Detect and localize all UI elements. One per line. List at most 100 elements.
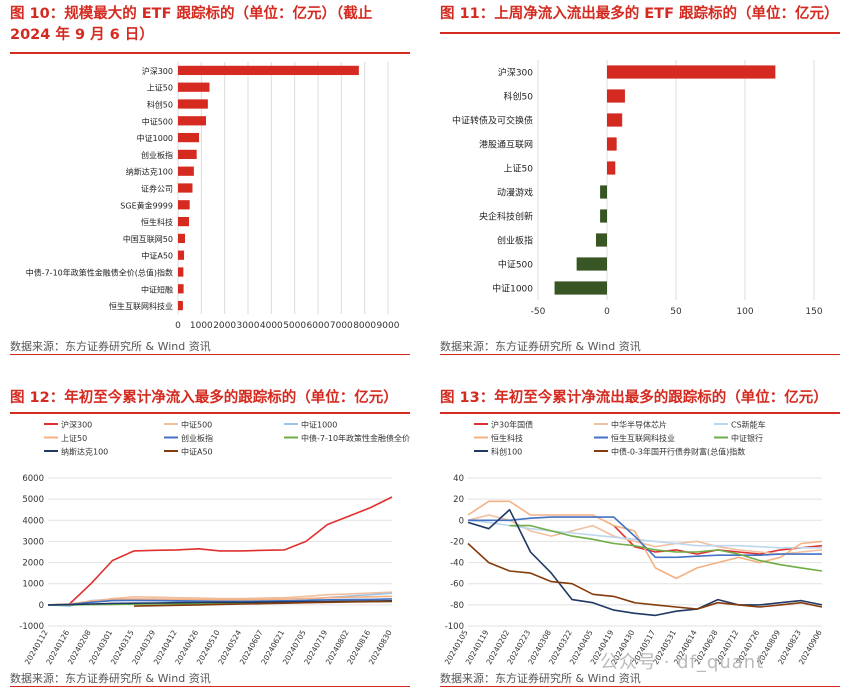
x-tick-label: 6000	[307, 321, 330, 331]
source-note-fig12: 数据来源：东方证券研究所 & Wind 资讯	[10, 672, 211, 685]
legend-label: 中债-7-10年政策性金融债全价(总值)指数	[301, 433, 410, 443]
category-label: 证券公司	[141, 184, 173, 194]
category-label: 中证1000	[137, 133, 173, 143]
legend-label: 中证1000	[301, 420, 337, 430]
bar	[607, 89, 625, 103]
x-tick-label: 3000	[237, 321, 260, 331]
bar	[178, 65, 359, 76]
y-tick-label: -60	[450, 580, 464, 590]
legend-label: 科创100	[491, 447, 522, 457]
series-line	[47, 598, 393, 606]
bottom-rule-fig12	[10, 686, 410, 687]
bar	[607, 113, 623, 127]
bar	[178, 166, 194, 176]
category-label: 中债-7-10年政策性金融债全价(总值)指数	[26, 268, 173, 278]
category-label: 科创50	[147, 100, 173, 110]
bottom-rule-fig11	[440, 354, 840, 355]
bar	[607, 161, 616, 175]
category-label: 港股通互联网	[479, 139, 533, 151]
x-tick-label: 50	[670, 307, 682, 317]
series-line	[467, 514, 823, 555]
bar	[600, 185, 607, 199]
legend-label: 沪30年国债	[491, 420, 533, 430]
panel-fig13: 图 13：年初至今累计净流出最多的跟踪标的（单位：亿元） 沪30年国债 中华半导体…	[440, 388, 840, 688]
bottom-rule-fig13	[440, 686, 840, 687]
bar	[178, 149, 197, 160]
bar	[178, 250, 185, 260]
category-label: 上证50	[504, 164, 534, 175]
category-label: 创业板指	[141, 150, 173, 160]
y-tick-label: -100	[445, 622, 464, 632]
category-label: 中证A50	[141, 251, 173, 261]
legend-label: 上证50	[61, 434, 87, 443]
legend-label: 中证A50	[181, 447, 213, 457]
category-label: 动漫游戏	[497, 187, 533, 199]
category-label: 恒生互联网科技业	[109, 301, 173, 311]
y-tick-label: 3000	[22, 537, 44, 547]
source-note-fig13: 数据来源：东方证券研究所 & Wind 资讯	[440, 672, 641, 685]
category-label: 中证500	[498, 259, 533, 271]
series-line	[133, 600, 393, 607]
x-tick-label: 4000	[260, 321, 283, 331]
bar	[607, 137, 617, 151]
bar	[178, 216, 189, 227]
bar	[178, 183, 193, 193]
x-tick-label: 1000	[190, 321, 213, 331]
category-label: SGE黄金9999	[120, 200, 173, 210]
x-tick-label: 8000	[353, 321, 376, 331]
y-tick-label: 2000	[22, 559, 44, 569]
category-label: 中国互联网50	[123, 234, 173, 244]
y-tick-label: -40	[450, 559, 464, 569]
y-tick-label: -1000	[19, 622, 44, 632]
category-label: 中证短融	[141, 284, 173, 294]
category-label: 中证1000	[492, 283, 533, 295]
series-line	[467, 519, 822, 549]
bar	[600, 209, 607, 223]
bar	[178, 233, 185, 244]
chart-title-fig10: 图 10：规模最大的 ETF 跟踪标的（单位：亿元）（截止 2024 年 9 月…	[10, 6, 373, 43]
bar	[178, 300, 183, 311]
bottom-rule-fig10	[10, 354, 410, 355]
legend-label: 中债-0-3年国开行债券财富(总值)指数	[611, 447, 745, 457]
bar-chart-fig11: -50 0 50 100 150 沪深300 科创50 中证转债及可交换债港股通互联网上证50…	[452, 60, 823, 317]
x-tick-label: 150	[805, 307, 822, 317]
series-line	[47, 496, 393, 606]
y-tick-label: -80	[450, 601, 464, 611]
y-tick-label: 6000	[22, 474, 44, 484]
chart-title-fig11: 图 11：上周净流入流出最多的 ETF 跟踪标的（单位：亿元）	[440, 6, 839, 22]
bar	[576, 257, 607, 271]
title-rule-fig13	[440, 412, 840, 414]
x-tick-label: 100	[736, 307, 753, 317]
source-note-fig10: 数据来源：东方证券研究所 & Wind 资讯	[10, 340, 211, 353]
category-label: 上证50	[147, 84, 173, 93]
source-note-fig11: 数据来源：东方证券研究所 & Wind 资讯	[440, 340, 641, 353]
legend-label: 中华半导体芯片	[611, 420, 667, 430]
bar	[178, 82, 210, 92]
panel-fig11: 图 11：上周净流入流出最多的 ETF 跟踪标的（单位：亿元） -50 0 50 10…	[440, 4, 840, 355]
x-tick-label: 2000	[213, 321, 236, 331]
bar	[554, 281, 607, 295]
title-rule-fig12	[10, 412, 410, 414]
y-tick-label: 1000	[22, 580, 44, 590]
bar-chart-fig10: 0 1000 2000 3000 4000 5000 6000 7000 8000 9000 沪深3…	[26, 62, 400, 331]
x-tick-label: 9000	[377, 321, 400, 331]
chart-title-fig13: 图 13：年初至今累计净流出最多的跟踪标的（单位：亿元）	[440, 390, 828, 406]
panel-fig12: 图 12：年初至今累计净流入最多的跟踪标的（单位：亿元） 沪深300 中证500 中…	[10, 388, 410, 688]
series-line	[467, 542, 823, 610]
x-tick-label: 0	[604, 307, 610, 317]
x-tick-label: 5000	[283, 321, 306, 331]
x-tick-label: -50	[531, 307, 546, 317]
y-tick-label: 40	[453, 474, 464, 484]
legend-label: 恒生互联网科技业	[611, 433, 675, 443]
category-label: 中证500	[142, 116, 173, 126]
y-tick-label: 4000	[22, 516, 44, 526]
category-label: 沪深300	[498, 67, 533, 79]
legend-label: 创业板指	[181, 433, 213, 443]
category-label: 沪深300	[142, 66, 173, 76]
title-rule-fig11	[440, 32, 840, 34]
category-label: 创业板指	[497, 235, 533, 247]
bar	[178, 200, 190, 210]
chart-title-fig12: 图 12：年初至今累计净流入最多的跟踪标的（单位：亿元）	[10, 390, 398, 406]
legend-label: CS新能车	[731, 420, 766, 430]
